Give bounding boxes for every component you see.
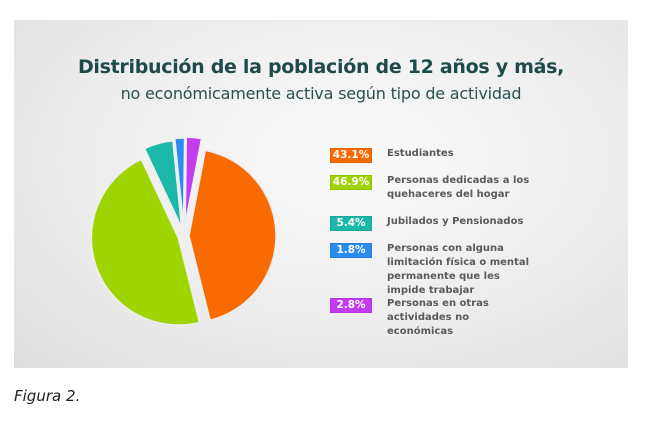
pie-slice-5 (184, 136, 203, 225)
legend-label: Personas dedicadas a los quehaceres del … (387, 175, 530, 200)
legend-item: 43.1% Estudiantes (330, 148, 537, 163)
pie-slice-2 (90, 158, 201, 326)
pie-slice-4 (173, 137, 186, 226)
legend-value-badge: 2.8% (330, 298, 372, 313)
pie-slice-3 (143, 139, 183, 228)
legend-label: Personas con alguna limitación física o … (387, 243, 530, 296)
legend-value-badge: 46.9% (330, 175, 372, 190)
legend-value-badge: 43.1% (330, 148, 372, 163)
legend-item: 1.8% Personas con alguna limitación físic… (330, 243, 537, 298)
legend-item: 2.8% Personas en otras actividades no eco… (330, 298, 537, 339)
pie-chart (90, 136, 277, 326)
legend-item: 46.9% Personas dedicadas a los quehaceres… (330, 175, 537, 202)
legend-label: Estudiantes (387, 148, 454, 159)
chart-subtitle: no económicamente activa según tipo de a… (120, 84, 522, 103)
legend-value-badge: 5.4% (330, 216, 372, 231)
pie-slice-1 (188, 149, 277, 322)
chart-panel: Distribución de la población de 12 años … (14, 20, 628, 368)
legend-label: Jubilados y Pensionados (387, 216, 524, 227)
figure-caption: Figura 2. (14, 387, 81, 405)
legend-label: Personas en otras actividades no económi… (387, 298, 489, 337)
chart-title: Distribución de la población de 12 años … (77, 56, 565, 78)
legend-value-badge: 1.8% (330, 243, 372, 258)
legend-item: 5.4% Jubilados y Pensionados (330, 216, 537, 231)
